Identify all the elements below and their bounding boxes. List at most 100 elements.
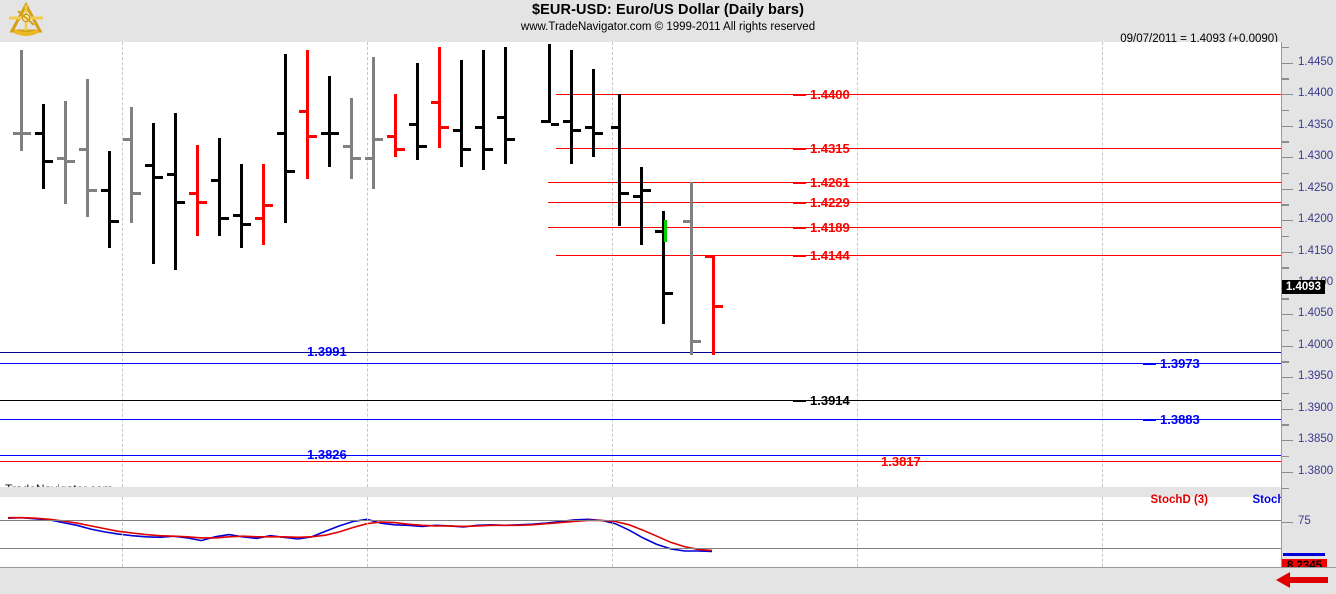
price-axis-minor-tick — [1282, 361, 1289, 363]
price-axis-minor-tick — [1282, 79, 1289, 81]
ohlc-open-tick — [633, 195, 641, 199]
price-axis[interactable]: 1.4450 1.4400 1.4350 1.4300 1.4250 1.4200 1.41… — [1281, 42, 1336, 567]
price-axis-minor-tick — [1282, 487, 1289, 489]
price-level-label: 1.4400 — [810, 87, 850, 103]
ohlc-open-tick — [431, 100, 439, 104]
ohlc-close-tick — [665, 292, 673, 296]
ohlc-close-tick — [419, 144, 427, 148]
level-label-dash — [793, 255, 806, 258]
stoch-axis-label: 75 — [1298, 515, 1311, 527]
ohlc-close-tick — [155, 176, 163, 180]
ohlc-open-tick — [453, 129, 461, 133]
ohlc-open-tick — [585, 125, 593, 129]
price-axis-label: 1.4200 — [1298, 213, 1334, 226]
ohlc-close-tick — [507, 138, 515, 142]
current-price-tag: 1.4093 — [1282, 280, 1325, 295]
ohlc-close-tick — [287, 169, 295, 173]
ohlc-open-tick — [255, 217, 263, 221]
ohlc-close-tick — [715, 305, 723, 309]
price-axis-label: 1.3800 — [1298, 464, 1334, 477]
price-level-label: 1.3883 — [1160, 412, 1200, 428]
ohlc-bar — [240, 163, 243, 249]
legend-stochd: StochD (3) — [1150, 494, 1209, 506]
ohlc-close-tick — [89, 188, 97, 192]
price-level-line — [548, 181, 1281, 183]
price-axis-minor-tick — [1282, 330, 1289, 332]
sextant-logo-icon — [4, 1, 48, 39]
ohlc-bar — [570, 50, 573, 164]
price-axis-label: 1.4000 — [1298, 338, 1334, 351]
ohlc-bar — [690, 182, 693, 356]
price-axis-label: 1.4350 — [1298, 118, 1334, 131]
stochastic-lines — [7, 516, 713, 553]
ohlc-open-tick — [79, 147, 87, 151]
price-level-label: 1.3914 — [810, 392, 850, 408]
price-level-line — [0, 362, 1281, 364]
level-label-dash — [793, 227, 806, 230]
ohlc-open-tick — [365, 157, 373, 161]
ohlc-bar — [504, 47, 507, 164]
ohlc-open-tick — [35, 132, 43, 136]
ohlc-close-tick — [375, 138, 383, 142]
panel-divider — [0, 487, 1281, 497]
ohlc-close-tick — [23, 132, 31, 136]
level-label-dash — [793, 181, 806, 184]
ohlc-close-tick — [309, 135, 317, 139]
ohlc-close-tick — [551, 122, 559, 126]
level-label-dash — [1143, 362, 1156, 365]
gridline-vertical — [857, 497, 858, 567]
price-plot-area[interactable]: 1.4400 1.4315 1.4261 1.4229 1.4189 1.4144 1.39… — [0, 42, 1281, 488]
stoch-axis-tick — [1282, 522, 1293, 523]
ohlc-open-tick — [655, 229, 663, 233]
price-level-line — [0, 460, 1281, 462]
ohlc-bar — [372, 56, 375, 189]
ohlc-close-tick — [265, 204, 273, 208]
date-axis[interactable]: 08/03/1108/17/1108/31/1109/14/1109/28/11 — [0, 567, 1336, 594]
red-left-arrow-cursor — [1274, 570, 1330, 590]
ohlc-bar — [130, 107, 133, 224]
ohlc-open-tick — [475, 125, 483, 129]
ohlc-close-tick — [397, 147, 405, 151]
price-axis-minor-tick — [1282, 236, 1289, 238]
ohlc-open-tick — [343, 144, 351, 148]
price-axis-minor-tick — [1282, 267, 1289, 269]
price-axis-minor-tick — [1282, 173, 1289, 175]
ohlc-bar — [460, 59, 463, 167]
price-axis-tick — [1282, 251, 1293, 253]
price-level-line — [548, 227, 1281, 229]
ohlc-open-tick — [123, 138, 131, 142]
ohlc-bar — [640, 166, 643, 246]
ohlc-bar — [86, 78, 89, 218]
price-level-label: 1.4189 — [810, 220, 850, 236]
ohlc-open-tick — [167, 173, 175, 177]
ohlc-bar — [196, 144, 199, 236]
price-axis-minor-tick — [1282, 298, 1289, 300]
chart-subtitle: www.TradeNavigator.com © 1999-2011 All r… — [520, 21, 816, 33]
price-axis-label: 1.3950 — [1298, 370, 1334, 383]
stochastic-plot-area[interactable] — [0, 497, 1281, 567]
ohlc-close-tick — [243, 223, 251, 227]
ohlc-close-tick — [177, 201, 185, 205]
ohlc-open-tick — [233, 213, 241, 217]
ohlc-bar — [218, 138, 221, 236]
ohlc-open-tick — [101, 188, 109, 192]
price-axis-minor-tick — [1282, 329, 1289, 331]
price-level-label: 1.4315 — [810, 140, 850, 156]
price-level-line — [0, 351, 1281, 353]
gridline-vertical — [1102, 497, 1103, 567]
price-axis-tick — [1282, 314, 1293, 316]
ohlc-bar — [20, 50, 23, 152]
gridline-horizontal-sub — [0, 520, 1281, 522]
chart-header: $EUR-USD: Euro/US Dollar (Daily bars) ww… — [0, 0, 1336, 42]
ohlc-bar — [350, 97, 353, 180]
price-axis-minor-tick — [1282, 424, 1289, 426]
gridline-vertical — [857, 42, 858, 487]
ohlc-open-tick — [409, 122, 417, 126]
ohlc-open-tick — [145, 163, 153, 167]
price-axis-tick — [1282, 157, 1293, 159]
level-label-dash — [793, 399, 806, 402]
price-axis-tick — [1282, 94, 1293, 96]
price-axis-label: 1.4150 — [1298, 244, 1334, 257]
stoch-line — [7, 516, 713, 553]
level-label-dash — [793, 147, 806, 150]
